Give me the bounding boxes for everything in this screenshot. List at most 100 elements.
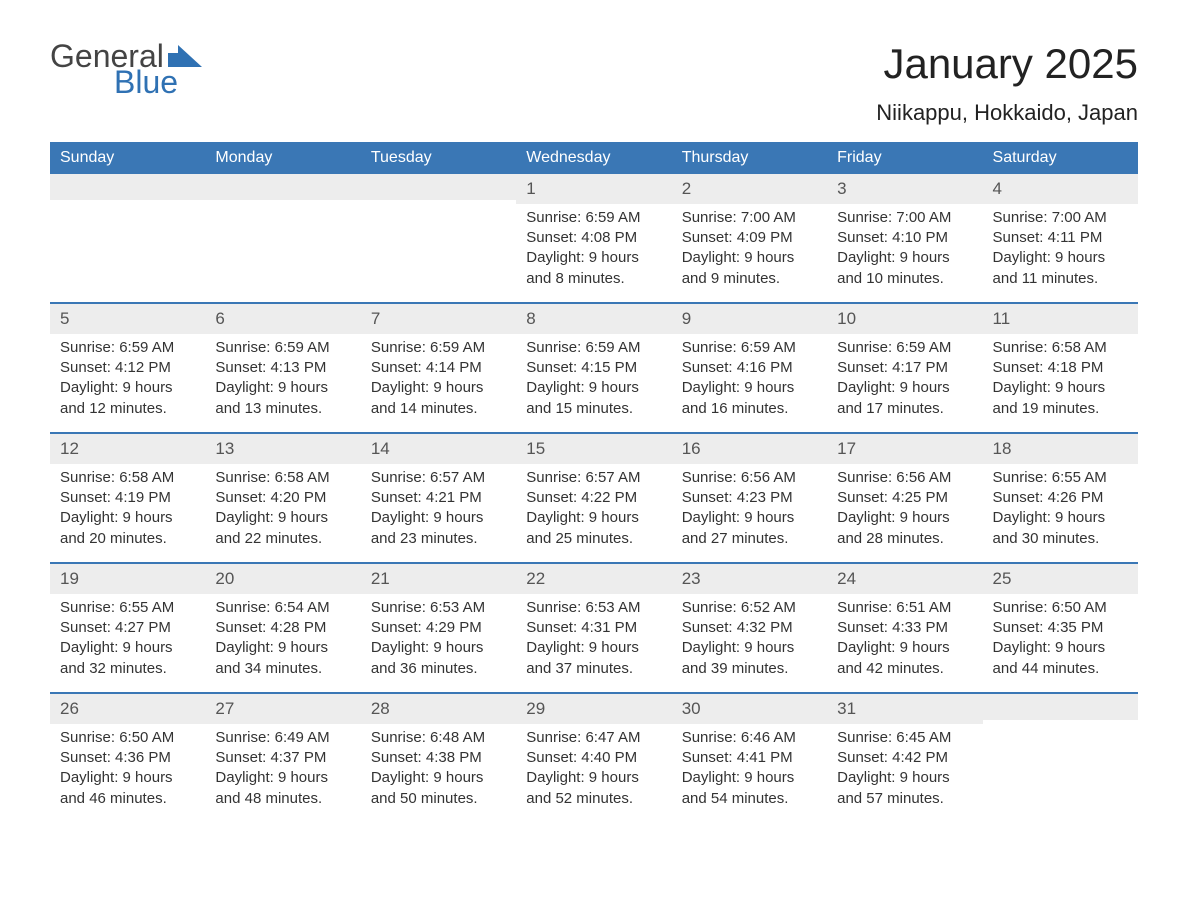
sunrise-text: Sunrise: 6:58 AM: [993, 338, 1128, 358]
cell-body: Sunrise: 6:52 AMSunset: 4:32 PMDaylight:…: [672, 594, 827, 689]
sunset-text: Sunset: 4:42 PM: [837, 748, 972, 768]
day-number: 4: [983, 174, 1138, 204]
calendar-cell: 18Sunrise: 6:55 AMSunset: 4:26 PMDayligh…: [983, 434, 1138, 562]
daylight-text: Daylight: 9 hours and 52 minutes.: [526, 768, 661, 809]
week-row: 5Sunrise: 6:59 AMSunset: 4:12 PMDaylight…: [50, 302, 1138, 432]
weekday-header: Wednesday: [516, 142, 671, 174]
sunset-text: Sunset: 4:09 PM: [682, 228, 817, 248]
calendar-cell: 11Sunrise: 6:58 AMSunset: 4:18 PMDayligh…: [983, 304, 1138, 432]
sunset-text: Sunset: 4:20 PM: [215, 488, 350, 508]
sunset-text: Sunset: 4:31 PM: [526, 618, 661, 638]
calendar-cell: 12Sunrise: 6:58 AMSunset: 4:19 PMDayligh…: [50, 434, 205, 562]
cell-body: Sunrise: 6:57 AMSunset: 4:22 PMDaylight:…: [516, 464, 671, 559]
daylight-text: Daylight: 9 hours and 27 minutes.: [682, 508, 817, 549]
calendar-cell: 7Sunrise: 6:59 AMSunset: 4:14 PMDaylight…: [361, 304, 516, 432]
calendar-cell: 21Sunrise: 6:53 AMSunset: 4:29 PMDayligh…: [361, 564, 516, 692]
cell-body: Sunrise: 6:55 AMSunset: 4:26 PMDaylight:…: [983, 464, 1138, 559]
cell-body: Sunrise: 6:47 AMSunset: 4:40 PMDaylight:…: [516, 724, 671, 819]
sunset-text: Sunset: 4:08 PM: [526, 228, 661, 248]
day-number: 13: [205, 434, 360, 464]
weekday-header: Thursday: [672, 142, 827, 174]
cell-body: Sunrise: 6:59 AMSunset: 4:16 PMDaylight:…: [672, 334, 827, 429]
sunset-text: Sunset: 4:22 PM: [526, 488, 661, 508]
sunset-text: Sunset: 4:35 PM: [993, 618, 1128, 638]
day-number: 5: [50, 304, 205, 334]
week-row: 1Sunrise: 6:59 AMSunset: 4:08 PMDaylight…: [50, 174, 1138, 302]
daylight-text: Daylight: 9 hours and 48 minutes.: [215, 768, 350, 809]
day-number: 7: [361, 304, 516, 334]
day-number: 22: [516, 564, 671, 594]
calendar-cell: 30Sunrise: 6:46 AMSunset: 4:41 PMDayligh…: [672, 694, 827, 822]
calendar-cell: [50, 174, 205, 302]
daylight-text: Daylight: 9 hours and 44 minutes.: [993, 638, 1128, 679]
weekday-header: Sunday: [50, 142, 205, 174]
cell-body: Sunrise: 6:58 AMSunset: 4:20 PMDaylight:…: [205, 464, 360, 559]
sunrise-text: Sunrise: 6:59 AM: [682, 338, 817, 358]
sunrise-text: Sunrise: 6:55 AM: [60, 598, 195, 618]
daylight-text: Daylight: 9 hours and 42 minutes.: [837, 638, 972, 679]
header: General Blue January 2025 Niikappu, Hokk…: [50, 40, 1138, 126]
daylight-text: Daylight: 9 hours and 28 minutes.: [837, 508, 972, 549]
sunset-text: Sunset: 4:29 PM: [371, 618, 506, 638]
location-label: Niikappu, Hokkaido, Japan: [876, 100, 1138, 126]
calendar-cell: 23Sunrise: 6:52 AMSunset: 4:32 PMDayligh…: [672, 564, 827, 692]
sunrise-text: Sunrise: 6:53 AM: [526, 598, 661, 618]
sunset-text: Sunset: 4:16 PM: [682, 358, 817, 378]
sunrise-text: Sunrise: 6:59 AM: [526, 338, 661, 358]
day-number: [983, 694, 1138, 720]
sunrise-text: Sunrise: 6:47 AM: [526, 728, 661, 748]
sunrise-text: Sunrise: 6:59 AM: [60, 338, 195, 358]
daylight-text: Daylight: 9 hours and 37 minutes.: [526, 638, 661, 679]
sunset-text: Sunset: 4:19 PM: [60, 488, 195, 508]
daylight-text: Daylight: 9 hours and 57 minutes.: [837, 768, 972, 809]
calendar-cell: 24Sunrise: 6:51 AMSunset: 4:33 PMDayligh…: [827, 564, 982, 692]
calendar-cell: 2Sunrise: 7:00 AMSunset: 4:09 PMDaylight…: [672, 174, 827, 302]
cell-body: Sunrise: 7:00 AMSunset: 4:09 PMDaylight:…: [672, 204, 827, 299]
sunrise-text: Sunrise: 6:50 AM: [993, 598, 1128, 618]
sunset-text: Sunset: 4:37 PM: [215, 748, 350, 768]
cell-body: Sunrise: 6:48 AMSunset: 4:38 PMDaylight:…: [361, 724, 516, 819]
daylight-text: Daylight: 9 hours and 30 minutes.: [993, 508, 1128, 549]
cell-body: Sunrise: 6:58 AMSunset: 4:19 PMDaylight:…: [50, 464, 205, 559]
day-number: 14: [361, 434, 516, 464]
daylight-text: Daylight: 9 hours and 32 minutes.: [60, 638, 195, 679]
cell-body: Sunrise: 6:49 AMSunset: 4:37 PMDaylight:…: [205, 724, 360, 819]
sunset-text: Sunset: 4:38 PM: [371, 748, 506, 768]
sunset-text: Sunset: 4:12 PM: [60, 358, 195, 378]
day-number: 16: [672, 434, 827, 464]
calendar: Sunday Monday Tuesday Wednesday Thursday…: [50, 142, 1138, 822]
weekday-header: Saturday: [983, 142, 1138, 174]
daylight-text: Daylight: 9 hours and 39 minutes.: [682, 638, 817, 679]
calendar-cell: 13Sunrise: 6:58 AMSunset: 4:20 PMDayligh…: [205, 434, 360, 562]
generalblue-logo: General Blue: [50, 40, 202, 98]
sunrise-text: Sunrise: 6:56 AM: [682, 468, 817, 488]
cell-body: Sunrise: 6:53 AMSunset: 4:31 PMDaylight:…: [516, 594, 671, 689]
sunrise-text: Sunrise: 6:50 AM: [60, 728, 195, 748]
calendar-cell: 20Sunrise: 6:54 AMSunset: 4:28 PMDayligh…: [205, 564, 360, 692]
sunrise-text: Sunrise: 6:56 AM: [837, 468, 972, 488]
sunset-text: Sunset: 4:41 PM: [682, 748, 817, 768]
cell-body: Sunrise: 6:45 AMSunset: 4:42 PMDaylight:…: [827, 724, 982, 819]
calendar-cell: 1Sunrise: 6:59 AMSunset: 4:08 PMDaylight…: [516, 174, 671, 302]
calendar-cell: 15Sunrise: 6:57 AMSunset: 4:22 PMDayligh…: [516, 434, 671, 562]
weeks-container: 1Sunrise: 6:59 AMSunset: 4:08 PMDaylight…: [50, 174, 1138, 822]
day-number: [361, 174, 516, 200]
calendar-cell: 25Sunrise: 6:50 AMSunset: 4:35 PMDayligh…: [983, 564, 1138, 692]
calendar-cell: [983, 694, 1138, 822]
sunset-text: Sunset: 4:25 PM: [837, 488, 972, 508]
day-number: 31: [827, 694, 982, 724]
calendar-cell: 26Sunrise: 6:50 AMSunset: 4:36 PMDayligh…: [50, 694, 205, 822]
cell-body: Sunrise: 6:59 AMSunset: 4:08 PMDaylight:…: [516, 204, 671, 299]
weekday-header: Friday: [827, 142, 982, 174]
day-number: 6: [205, 304, 360, 334]
cell-body: Sunrise: 6:54 AMSunset: 4:28 PMDaylight:…: [205, 594, 360, 689]
day-number: 9: [672, 304, 827, 334]
sunset-text: Sunset: 4:10 PM: [837, 228, 972, 248]
day-number: 11: [983, 304, 1138, 334]
day-number: 12: [50, 434, 205, 464]
sunset-text: Sunset: 4:21 PM: [371, 488, 506, 508]
sunrise-text: Sunrise: 6:57 AM: [371, 468, 506, 488]
sunrise-text: Sunrise: 6:55 AM: [993, 468, 1128, 488]
sunrise-text: Sunrise: 6:45 AM: [837, 728, 972, 748]
daylight-text: Daylight: 9 hours and 25 minutes.: [526, 508, 661, 549]
